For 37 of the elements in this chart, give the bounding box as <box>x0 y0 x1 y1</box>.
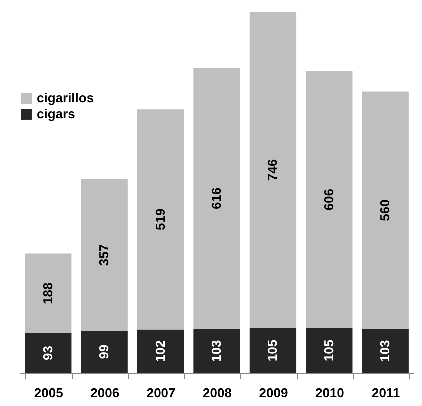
bar <box>250 328 297 373</box>
data-label: 93 <box>40 346 56 361</box>
bar <box>306 71 353 328</box>
x-tick-label: 2008 <box>203 386 232 400</box>
x-tick-label: 2006 <box>90 386 120 400</box>
x-tick-label: 2005 <box>34 386 64 400</box>
data-label: 188 <box>40 282 56 305</box>
data-label: 99 <box>96 344 112 360</box>
data-label: 616 <box>209 188 224 210</box>
bar <box>81 331 128 373</box>
data-label: 519 <box>152 208 168 230</box>
x-tick-label: 2009 <box>259 386 288 400</box>
data-label: 105 <box>321 340 336 362</box>
bar <box>306 328 353 373</box>
bar <box>362 92 409 330</box>
bar <box>25 334 72 373</box>
data-label: 357 <box>96 244 112 266</box>
bar <box>137 110 184 330</box>
x-tick-label: 2010 <box>315 386 344 400</box>
x-tick-label: 2007 <box>146 386 176 400</box>
legend-label: cigarillos <box>37 90 94 106</box>
bar <box>194 329 240 373</box>
data-label: 560 <box>378 200 393 222</box>
bar <box>194 68 240 330</box>
bar <box>250 12 297 328</box>
x-tick-label: 2011 <box>372 386 400 400</box>
data-label: 103 <box>209 340 224 362</box>
data-label: 105 <box>265 340 280 362</box>
legend-label: cigars <box>37 106 76 122</box>
bar <box>137 330 184 373</box>
bar <box>81 180 128 332</box>
data-label: 606 <box>321 189 336 211</box>
data-label: 103 <box>378 340 393 362</box>
bar <box>25 254 72 334</box>
data-label: 746 <box>265 159 280 182</box>
data-label: 102 <box>152 340 168 362</box>
bar <box>362 329 409 373</box>
